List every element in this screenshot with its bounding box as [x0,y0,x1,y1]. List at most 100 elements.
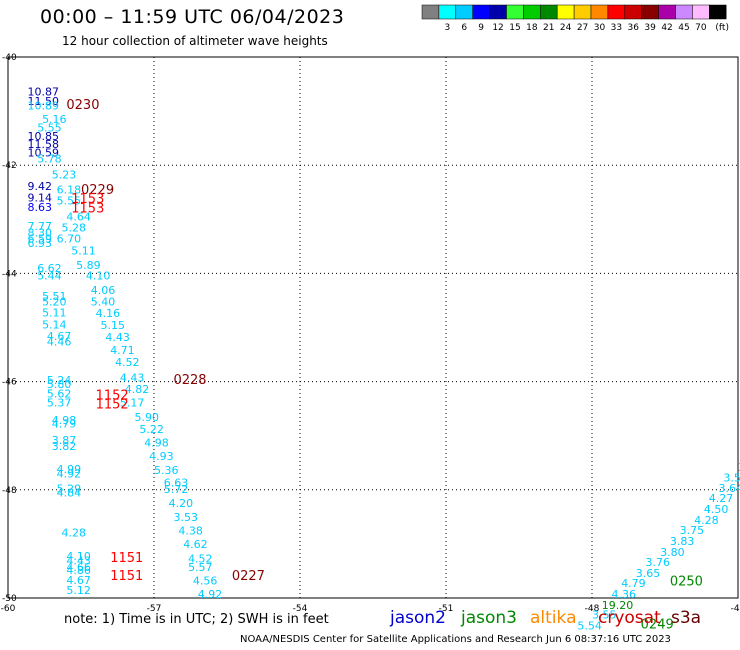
wave-height-label: 3.80 [660,546,685,559]
wave-height-label: 4.52 [115,356,140,369]
colorbar-swatch [489,4,507,20]
wave-height-label: 4.43 [105,331,130,344]
wave-height-label: 4.64 [66,210,91,223]
colorbar-swatch [506,4,524,20]
wave-height-label: 4.62 [183,538,208,551]
wave-height-label: 5.44 [37,269,62,282]
colorbar-tick-label: 21 [543,23,554,33]
wave-height-label: 4.93 [149,450,174,463]
wave-height-label: 5.16 [42,113,67,126]
wave-height-label: 4.46 [47,335,72,348]
wave-height-label: 4.16 [96,307,121,320]
colorbar-swatch [438,4,457,20]
wave-height-label: 4.10 [66,550,91,563]
plot-area: -60 -57 -54 -51 -48 -45 -40 -42 -44 -46 -48 -50 10.8… [1,53,740,632]
y-tick-label: -40 [2,53,17,63]
wave-height-label: 5.14 [42,319,67,332]
wave-height-label: 10.89 [27,99,59,112]
colorbar-tick-label: 70 [695,23,707,33]
pass-time-label: 0250 [670,575,703,590]
colorbar-tick-label: 27 [577,23,588,33]
colorbar-swatch [709,4,727,20]
y-tick-label: -42 [2,161,17,171]
wave-height-label: 5.17 [120,396,145,409]
pass-time-label: 1151 [110,551,143,566]
colorbar-swatch [556,4,575,20]
wave-height-label: 9.42 [27,180,52,193]
colorbar-swatch [658,4,676,20]
wave-height-label: 11.58 [27,138,59,151]
wave-height-label: 6.18 [57,183,82,196]
page-title: 00:00 – 11:59 UTC 06/04/2023 [40,6,345,28]
colorbar-tick-label: 3 [444,23,450,33]
colorbar-unit: (ft) [715,23,729,33]
wave-height-label: 5.78 [37,152,62,165]
wave-height-label: 5.12 [66,584,91,597]
wave-height-label: 5.22 [139,423,164,436]
wave-height-label: 4.66 [66,561,91,574]
wave-height-label: 4.52 [188,552,213,565]
pass-time-label: 0229 [81,183,114,198]
wave-height-label: 4.28 [694,514,719,527]
wave-height-label: 3.56 [723,472,740,485]
colorbar-tick-label: 42 [661,23,672,33]
wave-height-label: 4.82 [125,383,150,396]
wave-height-label: 4.86 [66,564,91,577]
wave-height-label: 4.38 [178,525,203,538]
wave-height-label: 6.93 [27,237,52,250]
pass-time-label: 0249 [641,617,674,632]
wave-height-label: 6.63 [164,477,189,490]
colorbar-swatch [472,4,490,20]
wave-height-label: 8.63 [27,201,52,214]
wave-height-label: 5.55 [37,122,62,135]
wave-height-label: 5.57 [188,561,213,574]
wave-height-label: 5.89 [76,259,101,272]
wave-height-label: 10.59 [27,147,59,160]
wave-height-label: 5.90 [135,411,160,424]
wave-height-label: 4.50 [704,503,729,516]
wave-height-label: 5.37 [47,396,72,409]
x-tick-label: -45 [731,604,740,614]
wave-height-label: 19.20 [602,599,634,612]
wave-height-label: 5.54 [577,619,602,632]
colorbar-swatch [675,4,693,20]
wave-height-label: 4.27 [709,492,734,505]
colorbar-swatch [624,4,642,20]
wave-height-label: 8.30 [27,227,52,240]
wave-height-label: 6.62 [37,262,62,275]
y-tick-label: -48 [2,486,17,496]
wave-height-label: 10.85 [27,130,59,143]
plot-frame [7,56,739,599]
wave-height-label: 4.20 [169,497,194,510]
wave-height-label: 4.67 [47,330,72,343]
wave-height-label: 5.28 [62,222,87,235]
wave-height-label: 11.50 [27,95,59,108]
x-tick-label: -60 [1,604,16,614]
colorbar-tick-label: 12 [492,23,503,33]
footer-note: note: 1) Time is in UTC; 2) SWH is in fe… [64,612,329,627]
wave-height-label: 5.20 [42,295,67,308]
y-tick-label: -44 [2,269,17,279]
y-tick-label: -50 [2,594,17,604]
wave-height-label: 5.51 [42,290,67,303]
wave-height-label: 3.64 [719,482,740,495]
pass-time-label: 1153 [71,201,104,216]
colorbar-swatch [523,4,541,20]
wave-height-label: 6.70 [57,233,82,246]
wave-height-label: 4.98 [52,414,77,427]
wave-height-label: 3.83 [670,535,695,548]
wave-height-label: 5.11 [71,244,96,257]
wave-height-label: 3.65 [636,567,661,580]
wave-height-label: 5.23 [52,169,77,182]
wave-height-label: 3.75 [680,524,705,537]
satellite-legend-jason3: jason3 [461,608,517,628]
wave-height-label: 6.59 [27,233,52,246]
colorbar-tick-label: 33 [611,23,622,33]
wave-height-label: 5.11 [42,307,67,320]
colorbar-swatch [421,4,440,20]
x-tick-label: -48 [585,604,600,614]
y-tick-label: -46 [2,378,17,388]
wave-height-label: 4.79 [52,418,77,431]
colorbar-tick-label: 24 [560,23,572,33]
pass-time-label: 1151 [110,569,143,584]
